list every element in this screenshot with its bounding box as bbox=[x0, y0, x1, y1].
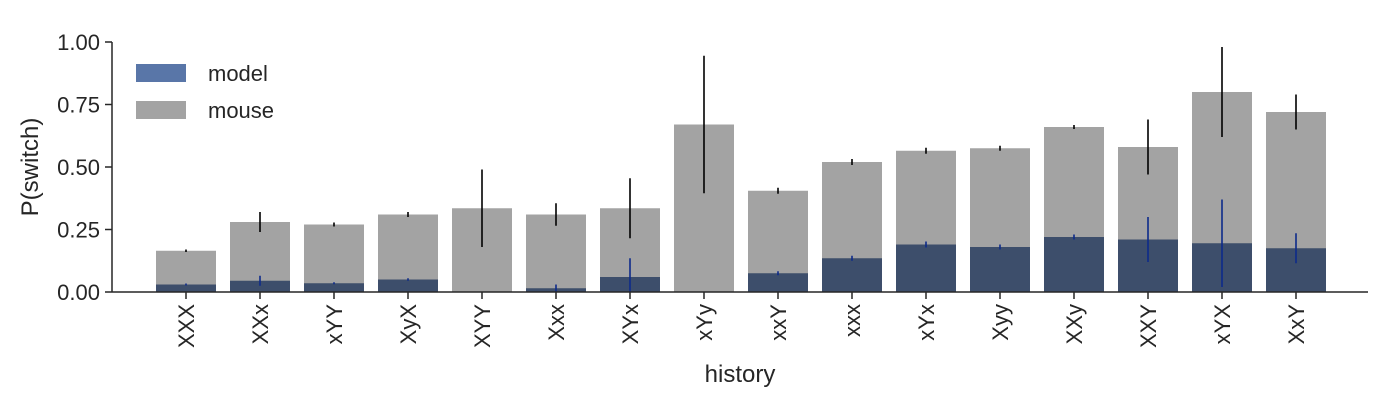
y-tick-label: 0.25 bbox=[57, 218, 100, 243]
y-axis-title: P(switch) bbox=[17, 118, 44, 217]
bar-model-XXy bbox=[1044, 237, 1104, 292]
model-bars bbox=[156, 237, 1326, 292]
bar-mouse-Xxx bbox=[526, 214, 586, 292]
x-tick-label: XYx bbox=[618, 304, 643, 344]
x-tick-label: XxY bbox=[1284, 304, 1309, 345]
legend-label-model: model bbox=[208, 61, 268, 86]
x-tick-label: XYY bbox=[470, 304, 495, 348]
x-tick-label: XXy bbox=[1062, 304, 1087, 344]
y-tick-label: 0.00 bbox=[57, 280, 100, 305]
bar-model-XXX bbox=[156, 284, 216, 292]
bar-model-xxx bbox=[822, 258, 882, 292]
bar-mouse-xYY bbox=[304, 224, 364, 292]
y-tick-label: 0.75 bbox=[57, 93, 100, 118]
legend-swatch-mouse bbox=[136, 101, 186, 119]
x-tick-label: XXx bbox=[248, 304, 273, 344]
x-tick-label: xxx bbox=[840, 304, 865, 337]
bar-model-XyX bbox=[378, 279, 438, 292]
x-tick-label: Xxx bbox=[544, 304, 569, 341]
y-tick-label: 0.50 bbox=[57, 155, 100, 180]
bar-model-XXx bbox=[230, 280, 290, 292]
legend-swatch-model bbox=[136, 64, 186, 82]
x-tick-label: XyX bbox=[396, 304, 421, 345]
bar-model-Xyy bbox=[970, 247, 1030, 292]
y-axis-ticks: 0.00 0.25 0.50 0.75 1.00 bbox=[57, 30, 112, 305]
x-tick-label: xYX bbox=[1210, 304, 1235, 345]
model-error-bars bbox=[185, 199, 1297, 292]
bar-model-xxY bbox=[748, 273, 808, 292]
x-axis-ticks: XXX XXx xYY XyX XYY Xxx XYx xYy xxY xxx xYx Xyy XXy X… bbox=[174, 292, 1309, 348]
x-tick-label: XXX bbox=[174, 304, 199, 348]
bar-model-xYx bbox=[896, 244, 956, 292]
bar-model-xYY bbox=[304, 283, 364, 292]
legend: model mouse bbox=[136, 61, 274, 123]
x-tick-label: xYx bbox=[914, 304, 939, 341]
x-axis-title: history bbox=[705, 361, 776, 388]
mouse-error-bars bbox=[185, 47, 1297, 252]
x-tick-label: xYY bbox=[322, 304, 347, 345]
x-tick-label: XXY bbox=[1136, 304, 1161, 348]
x-tick-label: Xyy bbox=[988, 304, 1013, 341]
x-tick-label: xYy bbox=[692, 304, 717, 341]
legend-label-mouse: mouse bbox=[208, 98, 274, 123]
x-tick-label: xxY bbox=[766, 304, 791, 341]
y-tick-label: 1.00 bbox=[57, 30, 100, 55]
